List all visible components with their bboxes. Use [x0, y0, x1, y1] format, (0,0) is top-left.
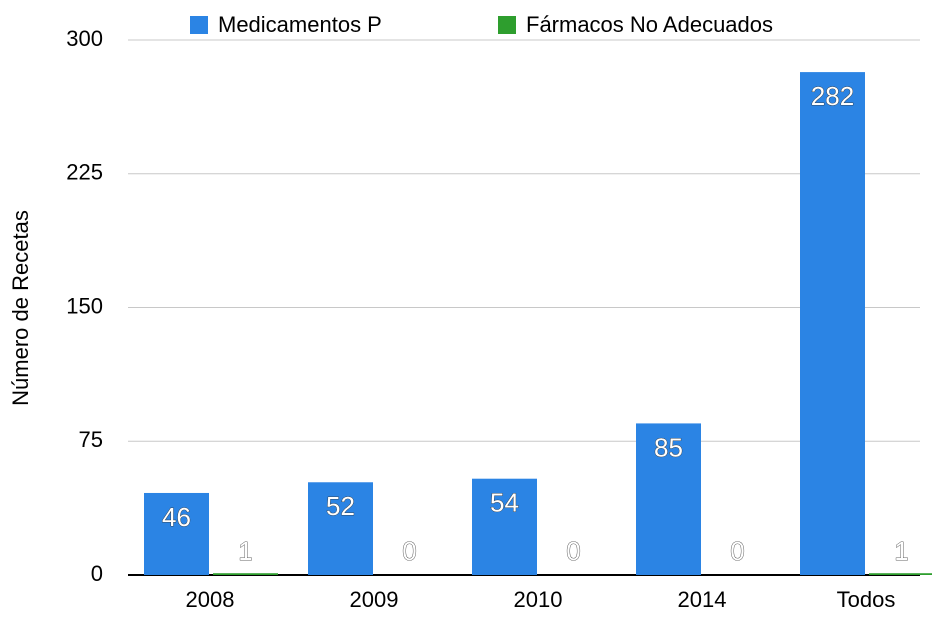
legend-swatch — [498, 16, 516, 34]
value-label: 282 — [811, 81, 854, 111]
y-tick-label: 300 — [66, 26, 103, 51]
value-label: 52 — [326, 491, 355, 521]
value-label: 54 — [490, 488, 519, 518]
bar — [144, 492, 209, 575]
x-tick-label: 2010 — [514, 587, 563, 612]
x-tick-label: 2009 — [350, 587, 399, 612]
legend-swatch — [190, 16, 208, 34]
x-tick-label: 2008 — [186, 587, 235, 612]
y-tick-label: 225 — [66, 160, 103, 185]
x-tick-label: Todos — [837, 587, 896, 612]
bar — [213, 573, 278, 575]
value-label: 85 — [654, 432, 683, 462]
x-tick-label: 2014 — [678, 587, 727, 612]
value-label: 0 — [730, 536, 744, 566]
y-tick-label: 150 — [66, 293, 103, 318]
y-tick-label: 0 — [91, 561, 103, 586]
bar — [472, 478, 537, 575]
value-label: 0 — [566, 536, 580, 566]
legend-label: Fármacos No Adecuados — [526, 12, 773, 37]
y-axis-label: Número de Recetas — [8, 210, 33, 406]
bar — [636, 423, 701, 575]
legend-label: Medicamentos P — [218, 12, 382, 37]
value-label: 1 — [894, 536, 908, 566]
bar — [869, 573, 932, 575]
bar — [308, 482, 373, 575]
value-label: 0 — [402, 536, 416, 566]
bar — [800, 72, 865, 575]
value-label: 1 — [238, 536, 252, 566]
value-label: 46 — [162, 502, 191, 532]
y-tick-label: 75 — [79, 427, 103, 452]
